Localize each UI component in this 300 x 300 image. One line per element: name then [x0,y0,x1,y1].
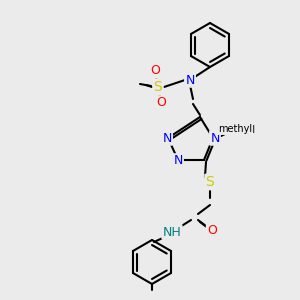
Text: N: N [185,74,195,86]
Text: N: N [210,131,220,145]
Text: N: N [162,131,172,145]
Text: O: O [207,224,217,236]
Text: methyl: methyl [221,125,255,135]
Text: O: O [156,97,166,110]
Text: N: N [173,154,183,167]
Text: O: O [150,64,160,77]
Text: S: S [206,175,214,189]
Text: methyl: methyl [218,124,252,134]
Text: NH: NH [163,226,182,238]
Text: S: S [154,80,162,94]
